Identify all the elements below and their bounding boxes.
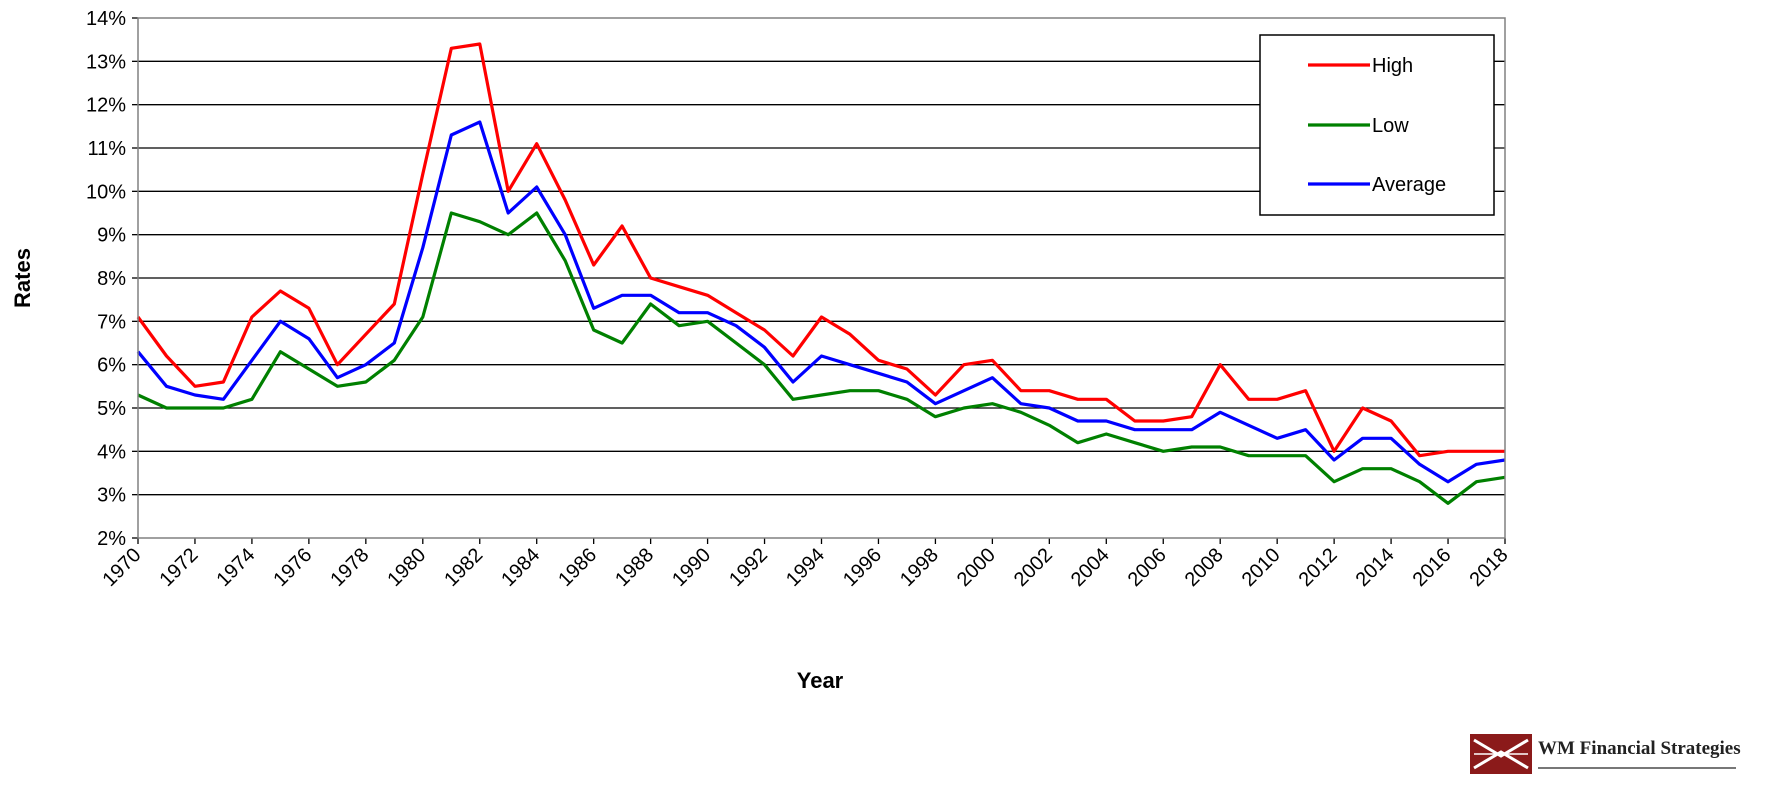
y-tick-label: 2% <box>97 528 126 550</box>
legend-label-average: Average <box>1372 174 1446 196</box>
series-line-high <box>136 42 1505 458</box>
plot-area-border <box>137 17 1506 539</box>
x-tick-label: 1990 <box>668 544 715 591</box>
brand-logo: WM Financial Strategies <box>1470 734 1770 784</box>
legend-box <box>1259 34 1495 216</box>
y-tick-label: 8% <box>97 268 126 290</box>
x-tick-label: 2016 <box>1409 544 1456 591</box>
x-tick-label: 1976 <box>269 544 316 591</box>
legend-label-high: High <box>1372 55 1413 77</box>
x-tick-label: 2008 <box>1181 544 1228 591</box>
y-tick-label: 14% <box>86 8 126 30</box>
y-tick-label: 10% <box>86 181 126 203</box>
x-axis-tick-labels: 1970 1972 1974 1976 1978 1980 1982 1984 1986 1988… <box>99 538 1513 591</box>
y-tick-label: 5% <box>97 398 126 420</box>
x-tick-label: 2014 <box>1352 544 1399 591</box>
x-tick-label: 1998 <box>896 544 943 591</box>
x-tick-label: 1984 <box>497 544 544 591</box>
x-tick-label: 2002 <box>1010 544 1057 591</box>
x-tick-label: 2012 <box>1295 544 1342 591</box>
series-line-low <box>137 211 1506 505</box>
brand-underline <box>1538 767 1736 769</box>
legend: High Low Average <box>1259 34 1495 216</box>
y-tick-label: 12% <box>86 95 126 117</box>
x-axis-title: Year <box>797 668 844 693</box>
x-tick-label: 2004 <box>1067 544 1114 591</box>
x-tick-label: 1994 <box>782 544 829 591</box>
y-tick-label: 3% <box>97 485 126 507</box>
y-axis-tick-labels: 2% 3% 4% 5% 6% 7% 8% 9% 10% 11% 12% 13% 14% <box>86 8 138 550</box>
x-tick-label: 2006 <box>1124 544 1171 591</box>
y-tick-label: 6% <box>97 355 126 377</box>
x-tick-label: 1970 <box>99 544 146 591</box>
x-tick-label: 1972 <box>155 544 202 591</box>
x-tick-label: 2000 <box>953 544 1000 591</box>
y-tick-label: 7% <box>97 311 126 333</box>
series-line-average <box>136 120 1506 484</box>
series-lines <box>136 42 1506 505</box>
x-tick-label: 2010 <box>1238 544 1285 591</box>
x-tick-label: 2018 <box>1466 544 1513 591</box>
x-tick-label: 1986 <box>554 544 601 591</box>
y-tick-label: 9% <box>97 225 126 247</box>
y-tick-label: 13% <box>86 51 126 73</box>
legend-label-low: Low <box>1372 115 1409 137</box>
x-tick-label: 1974 <box>212 544 259 591</box>
y-tick-label: 11% <box>87 138 126 160</box>
x-tick-label: 1982 <box>440 544 487 591</box>
x-tick-label: 1980 <box>383 544 430 591</box>
y-axis-title: Rates <box>10 248 35 308</box>
y-tick-label: 4% <box>97 441 126 463</box>
x-tick-label: 1988 <box>611 544 658 591</box>
x-tick-label: 1992 <box>725 544 772 591</box>
x-tick-label: 1996 <box>839 544 886 591</box>
brand-name: WM Financial Strategies <box>1538 738 1741 759</box>
legend-items: High Low Average <box>1308 55 1446 196</box>
brand-logo-icon <box>1470 734 1532 774</box>
x-tick-label: 1978 <box>326 544 373 591</box>
